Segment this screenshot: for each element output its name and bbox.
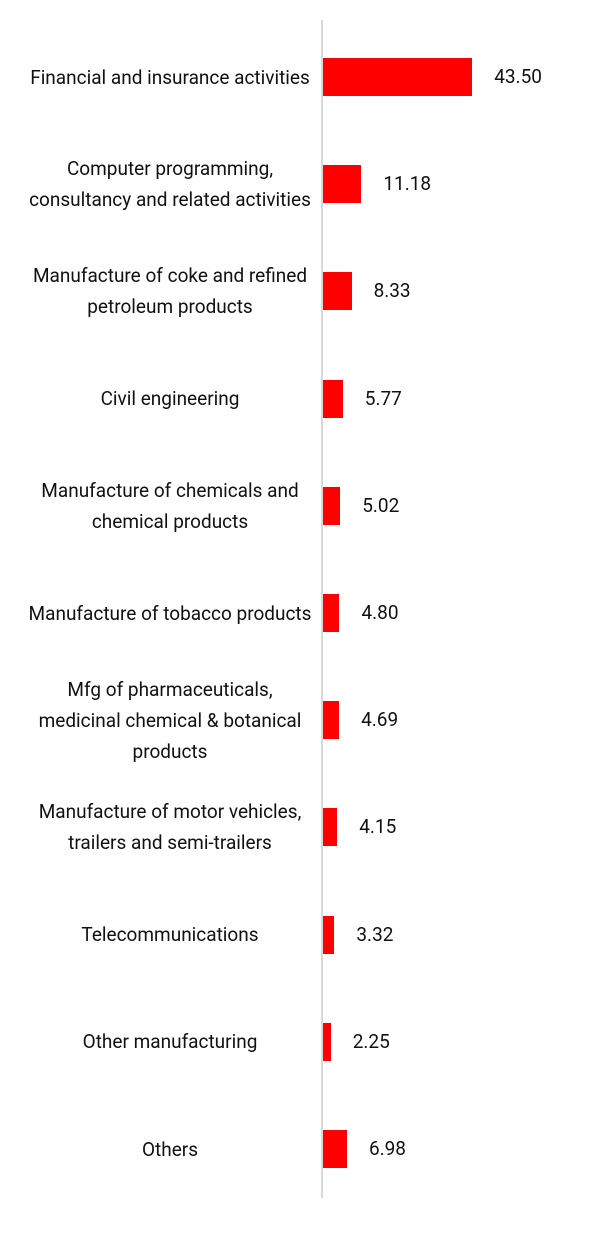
category-label: Financial and insurance activities (30, 65, 310, 89)
bar (323, 915, 335, 954)
category-label: Mfg of pharmaceuticals, medicinal chemic… (38, 677, 302, 763)
category-label: Manufacture of chemicals and chemical pr… (41, 478, 299, 533)
value-label: 5.02 (362, 493, 400, 517)
category-label: Computer programming, consultancy and re… (29, 157, 311, 212)
value-label: 4.80 (361, 601, 399, 624)
category-label: Other manufacturing (82, 1030, 258, 1054)
bar (323, 594, 340, 632)
category-label: Manufacture of coke and refined petroleu… (32, 264, 308, 319)
value-label: 4.15 (359, 815, 397, 839)
category-label: Others (141, 1137, 199, 1161)
bar (323, 808, 338, 847)
category-label: Manufacture of motor vehicles, trailers … (38, 800, 302, 855)
bar (323, 1022, 331, 1061)
bar (323, 165, 362, 204)
bar (323, 58, 473, 96)
value-label: 6.98 (368, 1137, 406, 1160)
value-label: 8.33 (373, 279, 411, 303)
bar (323, 379, 343, 418)
bar (323, 272, 352, 311)
bar (323, 486, 341, 525)
value-label: 4.69 (361, 708, 399, 732)
category-label: Civil engineering (100, 387, 240, 411)
value-label: 11.18 (383, 172, 432, 196)
axis-line (321, 20, 323, 1198)
value-label: 5.77 (364, 386, 402, 410)
value-label: 2.25 (352, 1029, 390, 1053)
category-label: Manufacture of tobacco products (28, 601, 312, 625)
bar (323, 701, 340, 740)
bar (323, 1130, 347, 1168)
value-label: 43.50 (494, 65, 542, 88)
value-label: 3.32 (356, 922, 394, 946)
category-label: Telecommunications (81, 923, 259, 947)
